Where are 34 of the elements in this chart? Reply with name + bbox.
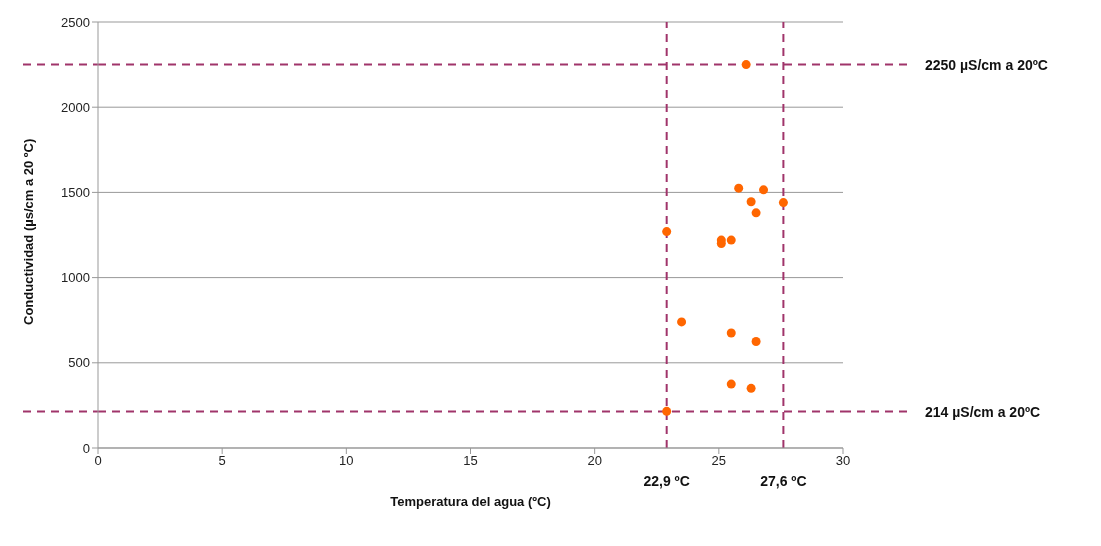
y-tick-label: 0 — [82, 440, 90, 456]
y-tick-label: 2000 — [61, 99, 90, 115]
point — [746, 197, 756, 207]
point — [751, 208, 761, 218]
ref-line-label: 214 µS/cm a 20ºC — [925, 403, 1041, 420]
point — [746, 383, 756, 393]
x-tick-label: 0 — [94, 453, 102, 469]
ref-line-label: 22,9 ºC — [643, 473, 690, 489]
x-tick-label: 5 — [218, 453, 226, 469]
x-tick-label: 30 — [835, 453, 851, 469]
point — [778, 198, 788, 208]
point — [759, 185, 769, 195]
ref-line-label: 27,6 ºC — [760, 473, 807, 489]
x-tick-label: 15 — [463, 453, 478, 469]
point — [662, 406, 672, 416]
x-tick-label: 25 — [711, 453, 727, 469]
point — [726, 328, 736, 338]
x-axis-title: Temperatura del agua (ºC) — [390, 494, 551, 509]
ref-line-label: 2250 µS/cm a 20ºC — [925, 56, 1048, 73]
point — [726, 379, 736, 389]
x-tick-label: 10 — [339, 453, 354, 469]
point — [751, 337, 761, 346]
point — [662, 227, 672, 237]
y-tick-label: 1000 — [61, 270, 90, 286]
y-axis-title: Conductividad (µs/cm a 20 ºC) — [20, 138, 36, 325]
y-tick-label: 1500 — [61, 185, 90, 201]
point — [741, 60, 751, 70]
y-tick-label: 500 — [68, 355, 90, 371]
point — [716, 239, 726, 249]
point — [726, 235, 736, 245]
x-tick-label: 20 — [587, 453, 602, 469]
point — [677, 317, 687, 327]
point — [734, 183, 744, 193]
y-tick-label: 2500 — [61, 14, 90, 30]
